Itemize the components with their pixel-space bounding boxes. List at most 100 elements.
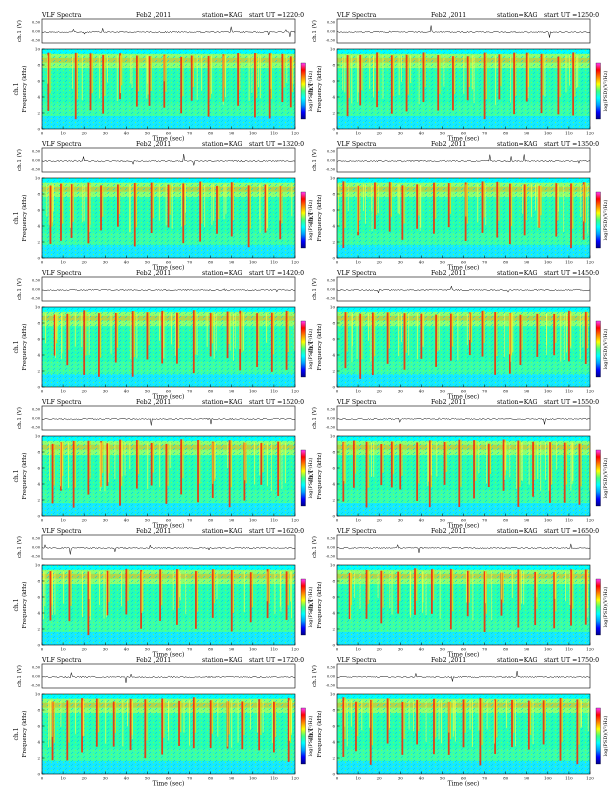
time-tick-label: 60	[166, 776, 172, 781]
time-tick-label: 90	[524, 131, 530, 136]
panel-1250-0: VLF Spectra Feb2 ,2011 station=KAG start UT…	[308, 12, 609, 143]
spectrogram-streak-halo	[361, 54, 363, 91]
spectrogram-faint-streak	[215, 313, 217, 351]
time-tick-label: 70	[187, 389, 193, 394]
spectrogram-streak-halo	[344, 441, 346, 484]
spectrogram-faint-streak	[373, 55, 375, 92]
spectrogram-streak-halo	[97, 698, 100, 733]
time-tick-label: 40	[124, 260, 130, 265]
spectrogram-faint-streak	[369, 700, 371, 728]
spectrogram-streak-halo	[502, 572, 504, 603]
spectrogram-faint-streak	[398, 55, 400, 96]
time-axis-label: Time (sec)	[448, 394, 480, 401]
panel-title: VLF Spectra	[336, 399, 377, 406]
frequency-tick-label: 4	[332, 353, 335, 358]
spectrogram-faint-streak	[227, 442, 229, 469]
panel-station: station=KAG	[497, 270, 538, 277]
spectrogram-streak-halo	[572, 183, 574, 229]
spectrogram-faint-streak	[569, 55, 570, 86]
spectrogram-faint-streak	[243, 571, 245, 613]
spectrogram-faint-streak	[438, 700, 440, 740]
spectrogram-streak-halo	[534, 441, 536, 481]
channel-axis-label: ch.1 (V)	[16, 665, 23, 687]
spectrogram-streak-halo	[199, 439, 201, 484]
spectrogram-faint-streak	[410, 55, 412, 83]
spectrogram-streak-halo	[540, 185, 542, 216]
time-tick-label: 60	[461, 260, 467, 265]
frequency-tick-label: 0	[332, 127, 335, 132]
spectrogram-streak	[89, 53, 92, 111]
spectrogram-streak	[342, 697, 345, 757]
spectrogram-streak-halo	[529, 700, 532, 735]
spectrogram-streak	[390, 441, 393, 488]
spectrogram-streak-halo	[85, 310, 87, 356]
spectrogram-streak-halo	[146, 699, 148, 741]
spectrogram-faint-streak	[504, 442, 506, 480]
spectrogram-faint-streak	[342, 55, 344, 91]
frequency-axis-label: Frequency (kHz)	[316, 711, 323, 758]
frequency-tick-label: 8	[37, 192, 40, 197]
spectrogram-streak-halo	[49, 52, 51, 94]
spectrogram-streak-halo	[135, 183, 138, 228]
spectrogram-streak	[355, 701, 357, 752]
channel-axis-label: ch.1 (V)	[16, 407, 23, 429]
spectrogram-streak-halo	[83, 698, 85, 737]
panel-title: VLF Spectra	[41, 12, 82, 19]
channel-tick-label: 0.00	[32, 159, 41, 163]
spectrogram-streak-halo	[346, 312, 348, 352]
time-tick-label: 0	[41, 776, 44, 781]
spectrogram-faint-streak	[478, 442, 480, 474]
spectrogram-streak-halo	[485, 52, 487, 100]
spectrogram-faint-streak	[105, 571, 107, 618]
spectrogram-streak-halo	[424, 52, 426, 88]
time-tick-label: 120	[291, 131, 299, 136]
spectrogram-streak-halo	[251, 572, 254, 608]
channel-frame	[336, 534, 591, 560]
spectrogram-faint-streak	[465, 184, 467, 217]
spectrogram-streak-halo	[357, 701, 359, 737]
time-tick-label: 30	[398, 260, 404, 265]
frequency-tick-label: 2	[332, 111, 335, 116]
panel-station: station=KAG	[497, 141, 538, 148]
spectrogram-streak	[47, 52, 50, 111]
time-tick-label: 80	[208, 776, 214, 781]
panel-start-time: start UT =1720:0	[249, 657, 304, 664]
spectrogram-streak-halo	[211, 700, 213, 734]
time-tick-label: 110	[270, 776, 278, 781]
time-tick-label: 80	[208, 260, 214, 265]
spectrogram-streak-halo	[239, 52, 241, 90]
spectrogram-faint-streak	[81, 55, 83, 101]
spectrogram-faint-streak	[266, 184, 268, 231]
spectrogram-faint-streak	[201, 55, 203, 91]
panel-station: station=KAG	[497, 12, 538, 19]
panel-station: station=KAG	[497, 528, 538, 535]
time-tick-label: 20	[377, 131, 383, 136]
spectrogram-streak-halo	[137, 440, 140, 474]
time-tick-label: 110	[270, 389, 278, 394]
spectrogram-streak-halo	[475, 440, 477, 481]
spectrogram-streak	[511, 699, 513, 748]
spectrogram-faint-streak	[46, 184, 48, 217]
spectrogram-streak-halo	[481, 698, 483, 746]
spectrogram-streak	[386, 312, 389, 364]
spectrogram-streak-halo	[232, 569, 235, 613]
spectrogram-faint-streak	[130, 55, 132, 84]
spectrogram-faint-streak	[159, 442, 161, 488]
spectrogram-streak-halo	[388, 312, 390, 349]
panel-1720-0: VLF Spectra Feb2 ,2011 station=KAG start UT…	[13, 657, 314, 788]
spectrogram-faint-streak	[284, 442, 286, 484]
spectrogram-faint-streak	[554, 571, 556, 599]
time-tick-label: 60	[166, 260, 172, 265]
spectrogram-faint-streak	[373, 442, 375, 478]
time-tick-label: 30	[103, 131, 109, 136]
spectrogram-streak-halo	[62, 183, 64, 224]
panel-start-time: start UT =1350:0	[544, 141, 599, 148]
spectrogram-faint-streak	[196, 55, 198, 100]
spectrogram-streak	[584, 311, 587, 364]
spectrogram-faint-streak	[147, 442, 149, 489]
frequency-tick-label: 8	[332, 192, 335, 197]
time-tick-label: 110	[565, 647, 573, 652]
frequency-tick-label: 0	[332, 385, 335, 390]
spectrogram-faint-streak	[523, 571, 525, 605]
spectrogram-faint-streak	[356, 313, 358, 359]
